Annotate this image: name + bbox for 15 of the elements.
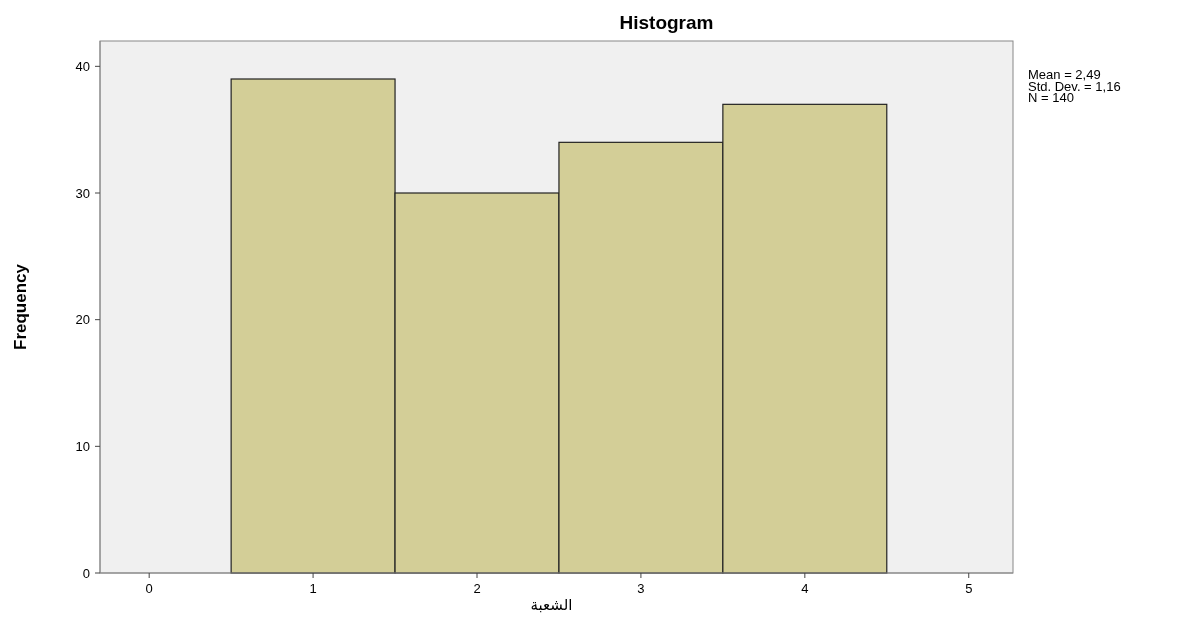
x-tick-label: 1 bbox=[309, 581, 317, 596]
y-tick-label: 0 bbox=[82, 565, 90, 581]
x-tick-label: 5 bbox=[965, 581, 973, 596]
text: N = 140 bbox=[1028, 90, 1074, 105]
y-tick-label: 30 bbox=[75, 185, 90, 201]
x-tick-label: 0 bbox=[145, 581, 153, 596]
x-axis-title: الشعبة bbox=[530, 596, 573, 614]
y-axis-title: Frequency bbox=[11, 263, 30, 350]
y-tick-label: 20 bbox=[75, 312, 90, 328]
x-tick-label: 3 bbox=[637, 581, 645, 596]
x-tick-label: 2 bbox=[473, 581, 481, 596]
chart-title: Histogram bbox=[619, 12, 714, 33]
y-tick-label: 40 bbox=[75, 58, 90, 74]
y-tick-label: 10 bbox=[75, 438, 90, 454]
x-tick-label: 4 bbox=[801, 581, 809, 596]
